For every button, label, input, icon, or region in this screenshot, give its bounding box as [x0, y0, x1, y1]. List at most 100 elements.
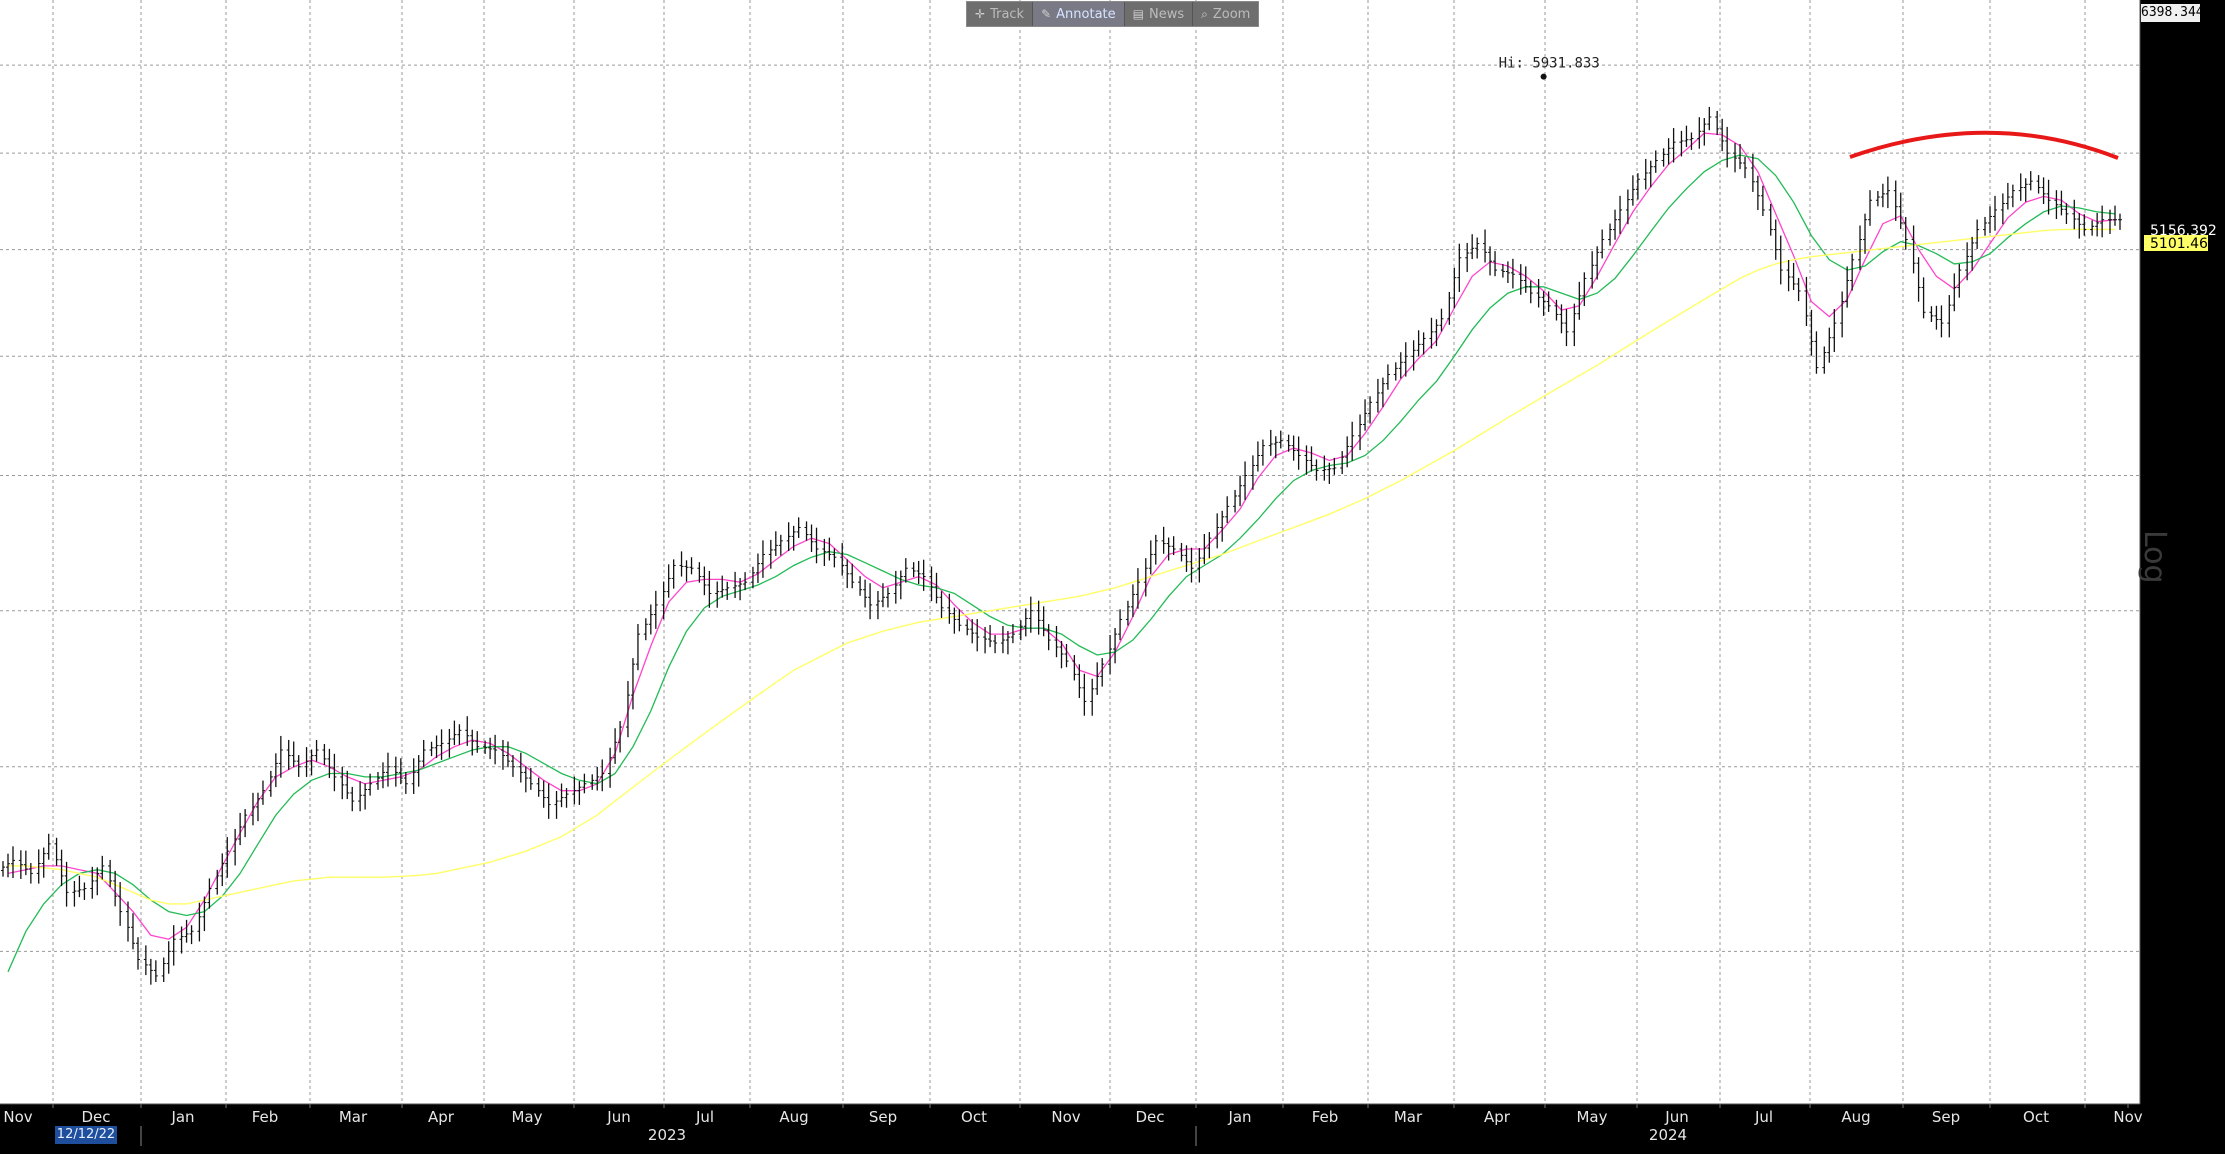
ohlc-bar	[1733, 143, 1748, 179]
ohlc-bar	[2054, 190, 2069, 225]
ohlc-bar	[733, 571, 748, 601]
ohlc-bar	[1500, 258, 1515, 289]
ohlc-bar	[1858, 190, 1873, 270]
ohlc-bar	[1679, 125, 1694, 157]
ohlc-bar	[2072, 199, 2087, 239]
overlay-layer: Hi: 5931.833	[1499, 56, 2119, 160]
ohlc-bar	[1590, 229, 1605, 289]
ohlc-bar	[215, 837, 230, 895]
ohlc-bar	[1804, 276, 1819, 374]
ohlc-bar	[1822, 309, 1837, 374]
ohlc-bar	[1179, 542, 1194, 583]
x-tick-label: Nov	[3, 1108, 32, 1126]
ohlc-bar	[1554, 299, 1569, 347]
ohlc-bar	[1643, 150, 1658, 190]
ohlc-bar	[911, 559, 926, 591]
x-tick-label: Sep	[1932, 1108, 1960, 1126]
grid-layer	[0, 0, 2140, 1104]
ohlc-bar	[375, 752, 390, 790]
ohlc-bar	[36, 833, 51, 884]
ohlc-bar	[1447, 243, 1462, 325]
ohlc-bar	[536, 777, 551, 819]
ohlc-bar	[1411, 330, 1426, 371]
ohlc-bar	[875, 583, 890, 620]
news-button[interactable]: ▤ News	[1125, 2, 1194, 26]
ohlc-bar	[1054, 625, 1069, 669]
x-tick-label: Jul	[695, 1108, 714, 1126]
ohlc-bar	[1215, 496, 1230, 549]
pencil-icon: ✎	[1041, 7, 1052, 21]
ohlc-bar	[518, 752, 533, 793]
log-scale-label[interactable]: Log	[2137, 530, 2172, 584]
ohlc-bar	[1840, 253, 1855, 338]
ohlc-bar	[18, 850, 33, 884]
ohlc-bar	[54, 837, 69, 907]
ohlc-bar	[393, 756, 408, 794]
ohlc-bar	[1322, 455, 1337, 484]
high-marker	[1540, 73, 1547, 80]
zoom-button[interactable]: ⌕ Zoom	[1193, 2, 1258, 26]
ohlc-bar	[1125, 568, 1140, 626]
track-button[interactable]: ✛ Track	[967, 2, 1034, 26]
ohlc-bar	[429, 729, 444, 760]
x-tick-label: Aug	[779, 1108, 808, 1126]
ohlc-bar	[90, 855, 105, 899]
ohlc-bar	[268, 735, 283, 797]
ohlc-bar	[72, 875, 87, 907]
ohlc-bar	[1983, 195, 1998, 236]
ohlc-bar	[554, 783, 569, 819]
ohlc-bar	[1768, 203, 1783, 285]
ohlc-bar	[483, 734, 498, 765]
magnifier-icon: ⌕	[1201, 6, 1208, 21]
ohlc-bar	[1608, 195, 1623, 246]
ohlc-bar	[1625, 173, 1640, 225]
news-label: News	[1148, 6, 1185, 22]
ohlc-bar	[1197, 532, 1212, 583]
ohlc-bar	[1143, 534, 1158, 597]
ohlc-bar	[1233, 461, 1248, 513]
ohlc-bar	[1465, 234, 1480, 273]
crosshair-icon: ✛	[975, 7, 986, 21]
ohlc-bar	[572, 773, 587, 805]
ohlc-bar	[1661, 128, 1676, 167]
ohlc-bar	[750, 540, 765, 589]
x-tick-label: Apr	[1484, 1108, 1511, 1126]
annotate-button[interactable]: ✎ Annotate	[1033, 2, 1125, 26]
ohlc-bar	[1875, 176, 1890, 209]
x-tick-label: Feb	[1312, 1108, 1339, 1126]
x-tick-label: May	[511, 1108, 542, 1126]
start-date-badge: 12/12/22	[55, 1126, 117, 1144]
x-tick-label: Jun	[1664, 1108, 1688, 1126]
ohlc-bar	[804, 521, 819, 564]
ohlc-bar	[233, 809, 248, 866]
ohlc-bar	[1947, 264, 1962, 338]
ohlc-bar	[1000, 624, 1015, 655]
moving-average-line	[8, 228, 2115, 905]
ohlc-bar	[1358, 396, 1373, 451]
ohlc-bar	[2036, 175, 2051, 215]
ohlc-bar	[590, 759, 605, 792]
ohlc-bar	[965, 619, 980, 652]
annotate-label: Annotate	[1056, 6, 1116, 22]
ohlc-bar	[1072, 655, 1087, 716]
year-label: 2023	[648, 1126, 686, 1144]
ohlc-bar	[1518, 264, 1533, 304]
ohlc-bar	[286, 739, 301, 777]
ohlc-bar	[1893, 180, 1908, 250]
ohlc-bar	[2018, 171, 2033, 202]
ohlc-bar	[768, 531, 783, 569]
ohlc-bar	[1483, 229, 1498, 277]
ohlc-bar	[1250, 439, 1265, 490]
ohlc-bar	[1090, 658, 1105, 716]
ohlc-bar	[661, 559, 676, 620]
ohlc-bar	[786, 517, 801, 552]
ohlc-bar	[250, 780, 265, 826]
ohlc-bar	[197, 878, 212, 942]
ohlc-bar	[929, 566, 944, 618]
ohlc-bar	[1786, 260, 1801, 302]
ohlc-bar	[947, 593, 962, 634]
x-tick-label: Jan	[170, 1108, 194, 1126]
